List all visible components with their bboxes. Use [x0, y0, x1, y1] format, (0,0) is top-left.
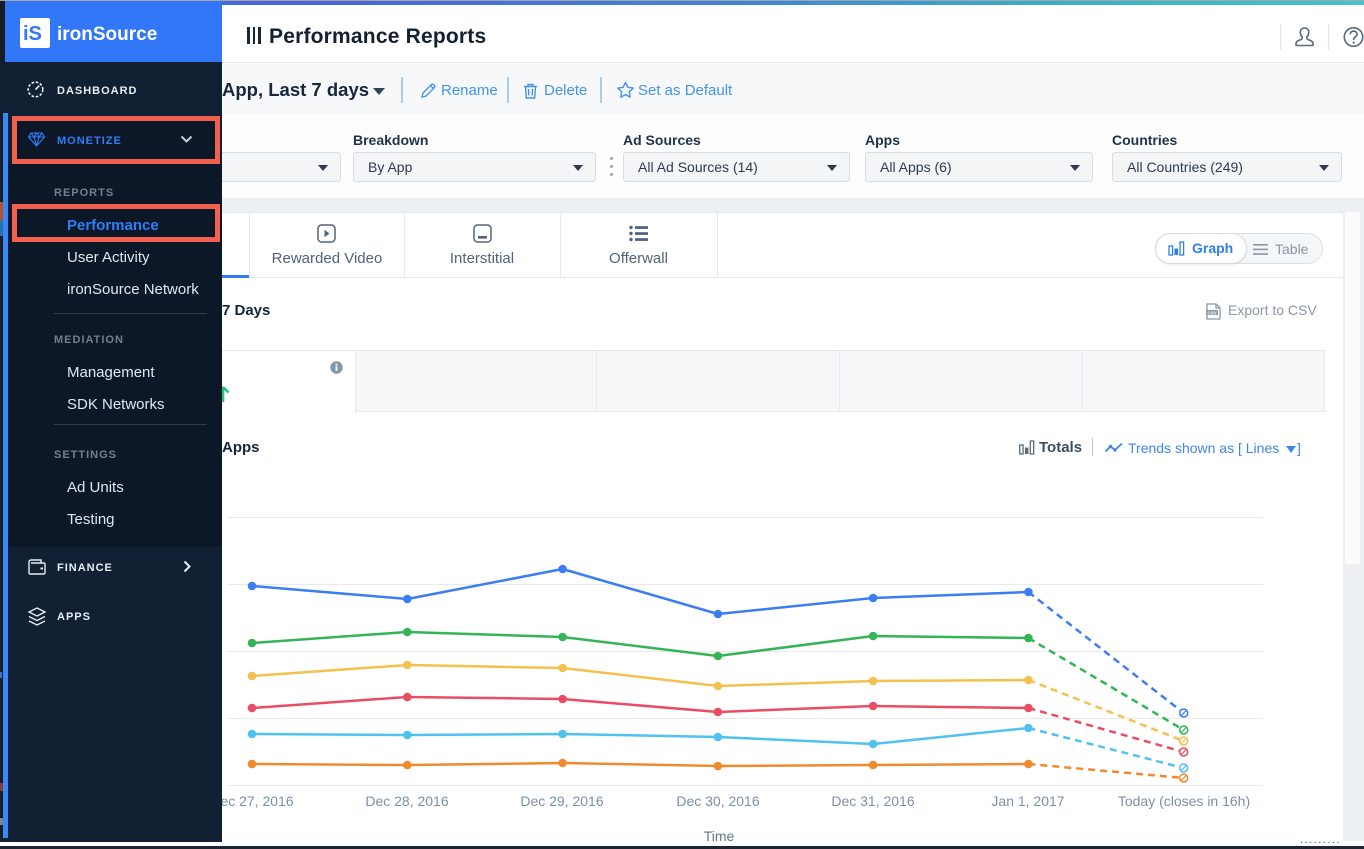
svg-text:iS: iS [23, 23, 42, 44]
svg-text:CSV: CSV [1207, 310, 1216, 315]
